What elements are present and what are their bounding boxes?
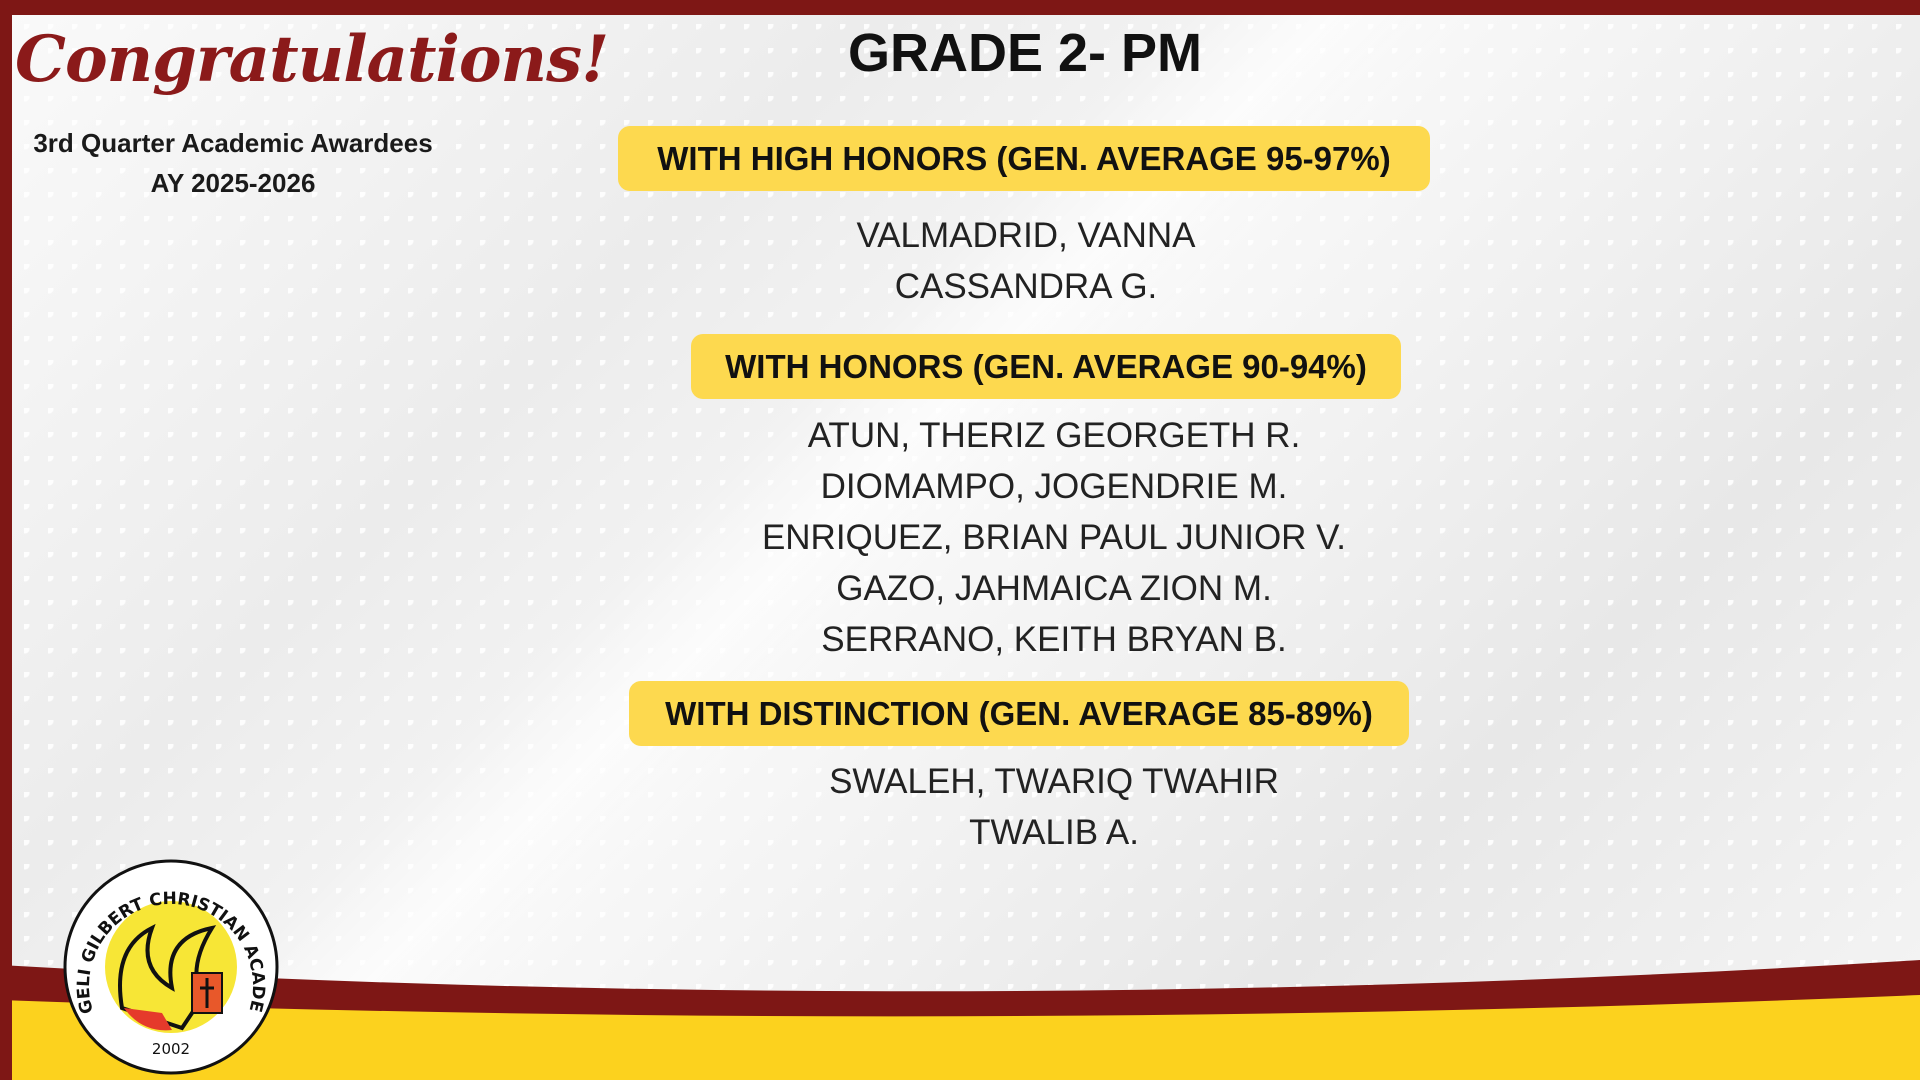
section-high-honors-label: WITH HIGH HONORS (GEN. AVERAGE 95-97%) bbox=[618, 126, 1430, 191]
logo-year: 2002 bbox=[152, 1040, 190, 1058]
awardee-name: SWALEH, TWARIQ TWAHIR bbox=[829, 762, 1279, 801]
section-honors-label: WITH HONORS (GEN. AVERAGE 90-94%) bbox=[691, 334, 1401, 399]
congratulations-heading: Congratulations! bbox=[15, 22, 609, 97]
awardee-name: GAZO, JAHMAICA ZION M. bbox=[836, 569, 1272, 608]
awardee-name: TWALIB A. bbox=[969, 813, 1139, 852]
awardee-name: SERRANO, KEITH BRYAN B. bbox=[821, 620, 1287, 659]
section-distinction-label: WITH DISTINCTION (GEN. AVERAGE 85-89%) bbox=[629, 681, 1409, 746]
awardee-name: DIOMAMPO, JOGENDRIE M. bbox=[820, 467, 1288, 506]
awardee-name: ENRIQUEZ, BRIAN PAUL JUNIOR V. bbox=[761, 518, 1347, 557]
school-logo: ANGELI GILBERT CHRISTIAN ACADEMY 2002 bbox=[62, 858, 279, 1075]
subtitle-quarter: 3rd Quarter Academic Awardees bbox=[33, 128, 433, 158]
awardee-name: VALMADRID, VANNA bbox=[856, 216, 1196, 255]
left-bar bbox=[0, 0, 12, 1080]
awardee-name: CASSANDRA G. bbox=[894, 267, 1158, 306]
subtitle-year: AY 2025-2026 bbox=[150, 168, 316, 198]
top-bar bbox=[0, 0, 1920, 15]
page-title: GRADE 2- PM bbox=[847, 23, 1203, 83]
awardee-name: ATUN, THERIZ GEORGETH R. bbox=[807, 416, 1301, 455]
